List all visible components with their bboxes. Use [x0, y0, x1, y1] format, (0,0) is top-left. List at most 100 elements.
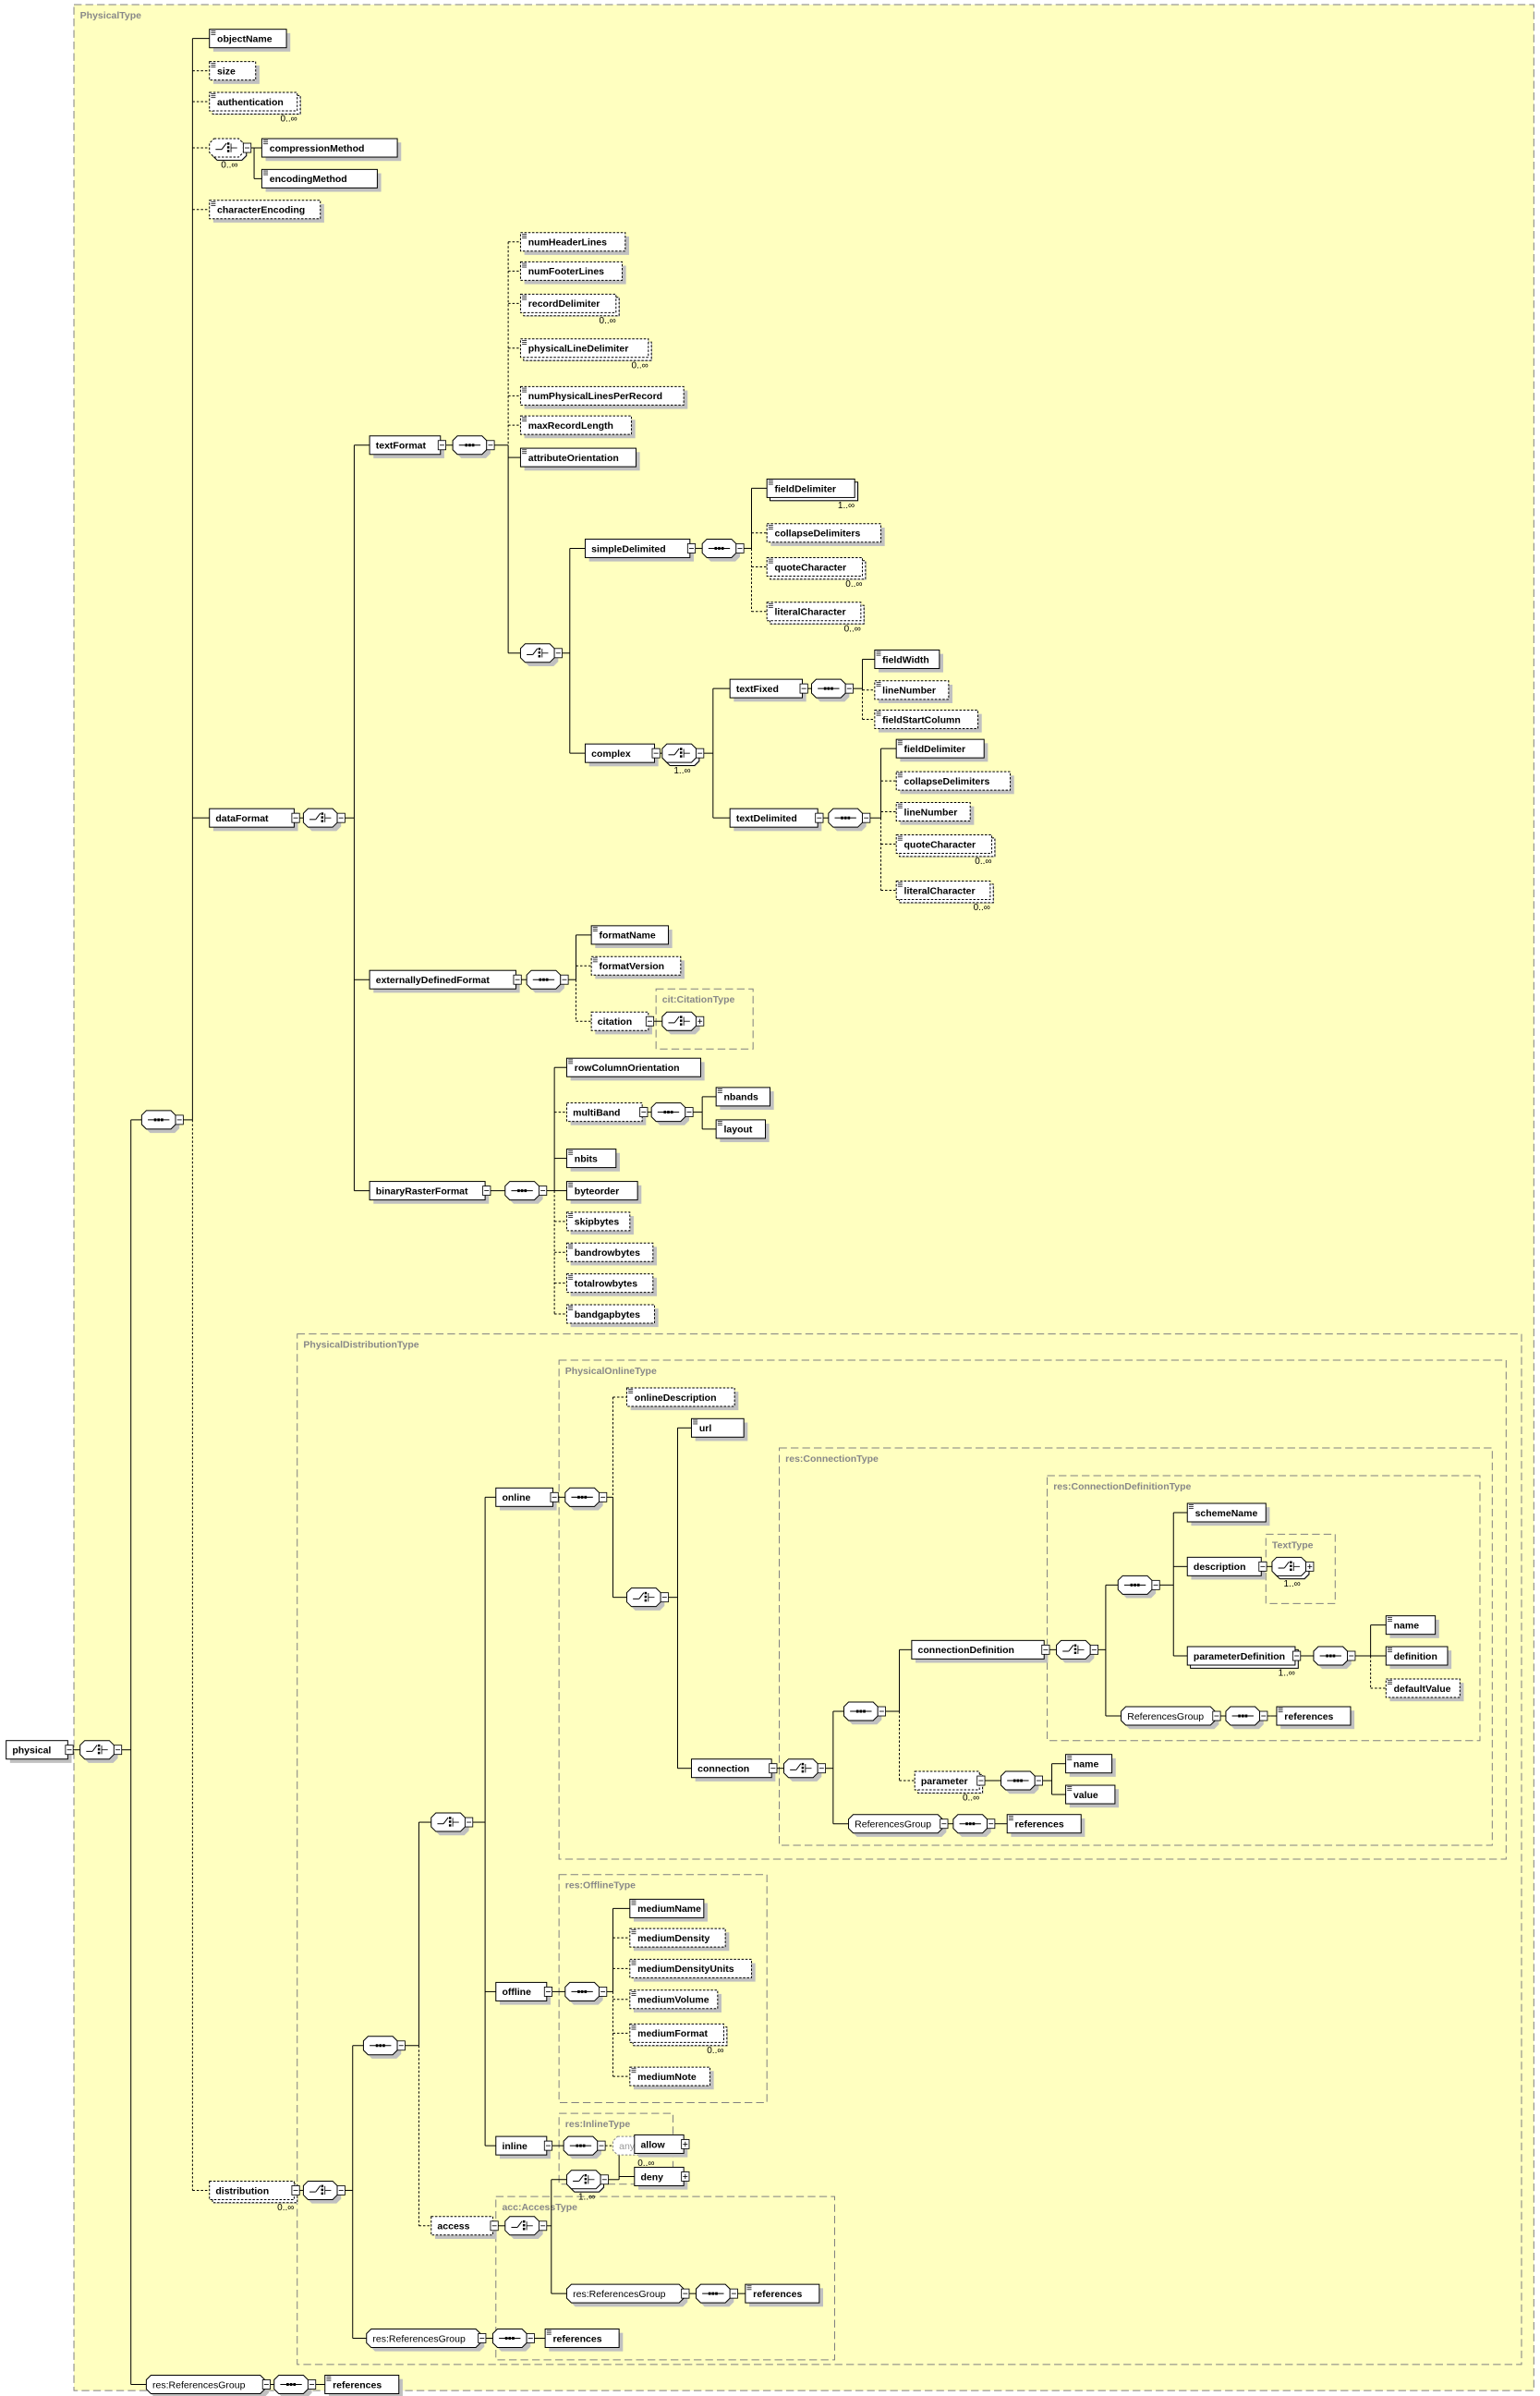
choice-compositor-icon[interactable]: 1..∞ [1271, 1556, 1310, 1589]
expand-icon[interactable] [696, 1016, 705, 1027]
collapse-icon[interactable] [940, 1818, 949, 1830]
sequence-compositor-icon[interactable] [526, 969, 564, 993]
element-pValue[interactable]: value [1065, 1784, 1120, 1808]
choice-compositor-icon[interactable] [302, 2180, 342, 2204]
collapse-icon[interactable] [987, 1818, 996, 1830]
collapse-icon[interactable] [1347, 1650, 1356, 1661]
choice-compositor-icon[interactable]: 0..∞ [209, 138, 248, 171]
element-parameter[interactable]: parameter 0..∞ [914, 1770, 984, 1804]
element-textFormat[interactable]: textFormat [369, 435, 444, 458]
element-mediumDensity[interactable]: mediumDensity [629, 1928, 730, 1952]
element-description[interactable]: description [1186, 1556, 1266, 1580]
expand-icon[interactable] [681, 2139, 690, 2149]
sequence-compositor-icon[interactable] [843, 1701, 882, 1725]
sequence-compositor-icon[interactable] [504, 1181, 543, 1204]
collapse-icon[interactable] [396, 2040, 406, 2051]
collapse-icon[interactable] [113, 1745, 123, 1756]
collapse-icon[interactable] [600, 2174, 609, 2185]
collapse-icon[interactable] [242, 142, 252, 153]
sequence-compositor-icon[interactable] [650, 1102, 689, 1125]
collapse-icon[interactable] [862, 812, 871, 823]
sequence-compositor-icon[interactable] [952, 1814, 991, 1837]
element-authentication[interactable]: authentication 0..∞ [209, 91, 301, 125]
choice-compositor-icon[interactable] [661, 1011, 700, 1035]
element-nbits[interactable]: nbits [565, 1149, 620, 1172]
collapse-icon[interactable] [681, 2288, 690, 2299]
collapse-icon[interactable] [291, 2185, 300, 2195]
element-parameterDefinition[interactable]: parameterDefinition 1..∞ [1186, 1646, 1300, 1679]
collapse-icon[interactable] [817, 1763, 826, 1774]
sequence-compositor-icon[interactable] [273, 2374, 312, 2396]
element-cdtRefGroup[interactable]: ReferencesGroup [1121, 1706, 1219, 1730]
sequence-compositor-icon[interactable] [1313, 1646, 1352, 1670]
element-numFooterLines[interactable]: numFooterLines [519, 261, 626, 285]
collapse-icon[interactable] [660, 1592, 669, 1603]
collapse-icon[interactable] [513, 974, 522, 985]
element-numHeaderLines[interactable]: numHeaderLines [519, 232, 629, 255]
collapse-icon[interactable] [1292, 1650, 1302, 1661]
choice-compositor-icon[interactable] [519, 643, 559, 666]
element-citation[interactable]: citation [590, 1011, 652, 1035]
collapse-icon[interactable] [769, 1763, 778, 1774]
sequence-compositor-icon[interactable] [564, 1487, 603, 1511]
element-tdQuoteCharacter[interactable]: quoteCharacter 0..∞ [895, 834, 996, 868]
sequence-compositor-icon[interactable] [1000, 1770, 1039, 1794]
choice-compositor-icon[interactable] [504, 2216, 543, 2239]
collapse-icon[interactable] [1259, 1710, 1268, 1721]
sequence-compositor-icon[interactable] [1117, 1575, 1157, 1599]
element-tdLiteralCharacter[interactable]: literalCharacter 0..∞ [895, 881, 995, 914]
sequence-compositor-icon[interactable] [701, 538, 740, 562]
collapse-icon[interactable] [478, 2333, 487, 2343]
collapse-icon[interactable] [307, 2379, 317, 2390]
collapse-icon[interactable] [686, 543, 697, 553]
element-offline[interactable]: offline [495, 1981, 551, 2005]
collapse-icon[interactable] [1212, 1710, 1221, 1721]
element-mediumName[interactable]: mediumName [629, 1898, 708, 1922]
collapse-icon[interactable] [696, 748, 705, 759]
collapse-icon[interactable] [336, 812, 346, 823]
element-layout[interactable]: layout [715, 1119, 770, 1143]
collapse-icon[interactable] [65, 1745, 74, 1756]
element-mediumVolume[interactable]: mediumVolume [629, 1989, 721, 2013]
element-compressionMethod[interactable]: compressionMethod [261, 138, 402, 162]
element-bandrowbytes[interactable]: bandrowbytes [565, 1242, 657, 1266]
element-sdLiteralCharacter[interactable]: literalCharacter 0..∞ [766, 602, 866, 635]
collapse-icon[interactable] [336, 2185, 346, 2195]
collapse-icon[interactable] [844, 683, 854, 694]
collapse-icon[interactable] [877, 1706, 886, 1717]
element-mediumDensityUnits[interactable]: mediumDensityUnits [629, 1958, 756, 1982]
choice-compositor-icon[interactable] [625, 1587, 665, 1611]
element-formatVersion[interactable]: formatVersion [590, 955, 685, 979]
choice-compositor-icon[interactable] [1056, 1639, 1095, 1663]
collapse-icon[interactable] [550, 1491, 559, 1502]
collapse-icon[interactable] [261, 2379, 271, 2390]
choice-compositor-icon[interactable] [430, 1812, 469, 1836]
element-attributeOrientation[interactable]: attributeOrientation [519, 447, 640, 471]
collapse-icon[interactable] [729, 2288, 738, 2299]
sequence-compositor-icon[interactable] [828, 808, 867, 832]
sequence-compositor-icon[interactable] [563, 2135, 601, 2159]
collapse-icon[interactable] [553, 648, 563, 659]
collapse-icon[interactable] [735, 543, 745, 553]
collapse-icon[interactable] [526, 2333, 535, 2343]
collapse-icon[interactable] [486, 440, 495, 451]
element-textDelimited[interactable]: textDelimited [729, 808, 822, 832]
element-schemeName[interactable]: schemeName [1186, 1502, 1270, 1526]
element-maxRecordLength[interactable]: maxRecordLength [519, 415, 636, 439]
element-accReferences[interactable]: references [745, 2283, 824, 2307]
collapse-icon[interactable] [799, 683, 808, 694]
element-cdtReferences[interactable]: references [1276, 1706, 1355, 1730]
collapse-icon[interactable] [599, 1491, 608, 1502]
element-mediumFormat[interactable]: mediumFormat 0..∞ [629, 2023, 728, 2056]
element-deny[interactable]: deny [634, 2166, 688, 2190]
sequence-compositor-icon[interactable] [1225, 1706, 1264, 1730]
sequence-compositor-icon[interactable] [491, 2328, 531, 2352]
collapse-icon[interactable] [685, 1107, 694, 1117]
element-rowColumnOrientation[interactable]: rowColumnOrientation [565, 1057, 705, 1081]
element-complex[interactable]: complex [584, 743, 659, 767]
element-distReferences[interactable]: references [544, 2328, 624, 2352]
element-simpleDelimited[interactable]: simpleDelimited [584, 538, 694, 562]
element-totalrowbytes[interactable]: totalrowbytes [565, 1273, 657, 1296]
